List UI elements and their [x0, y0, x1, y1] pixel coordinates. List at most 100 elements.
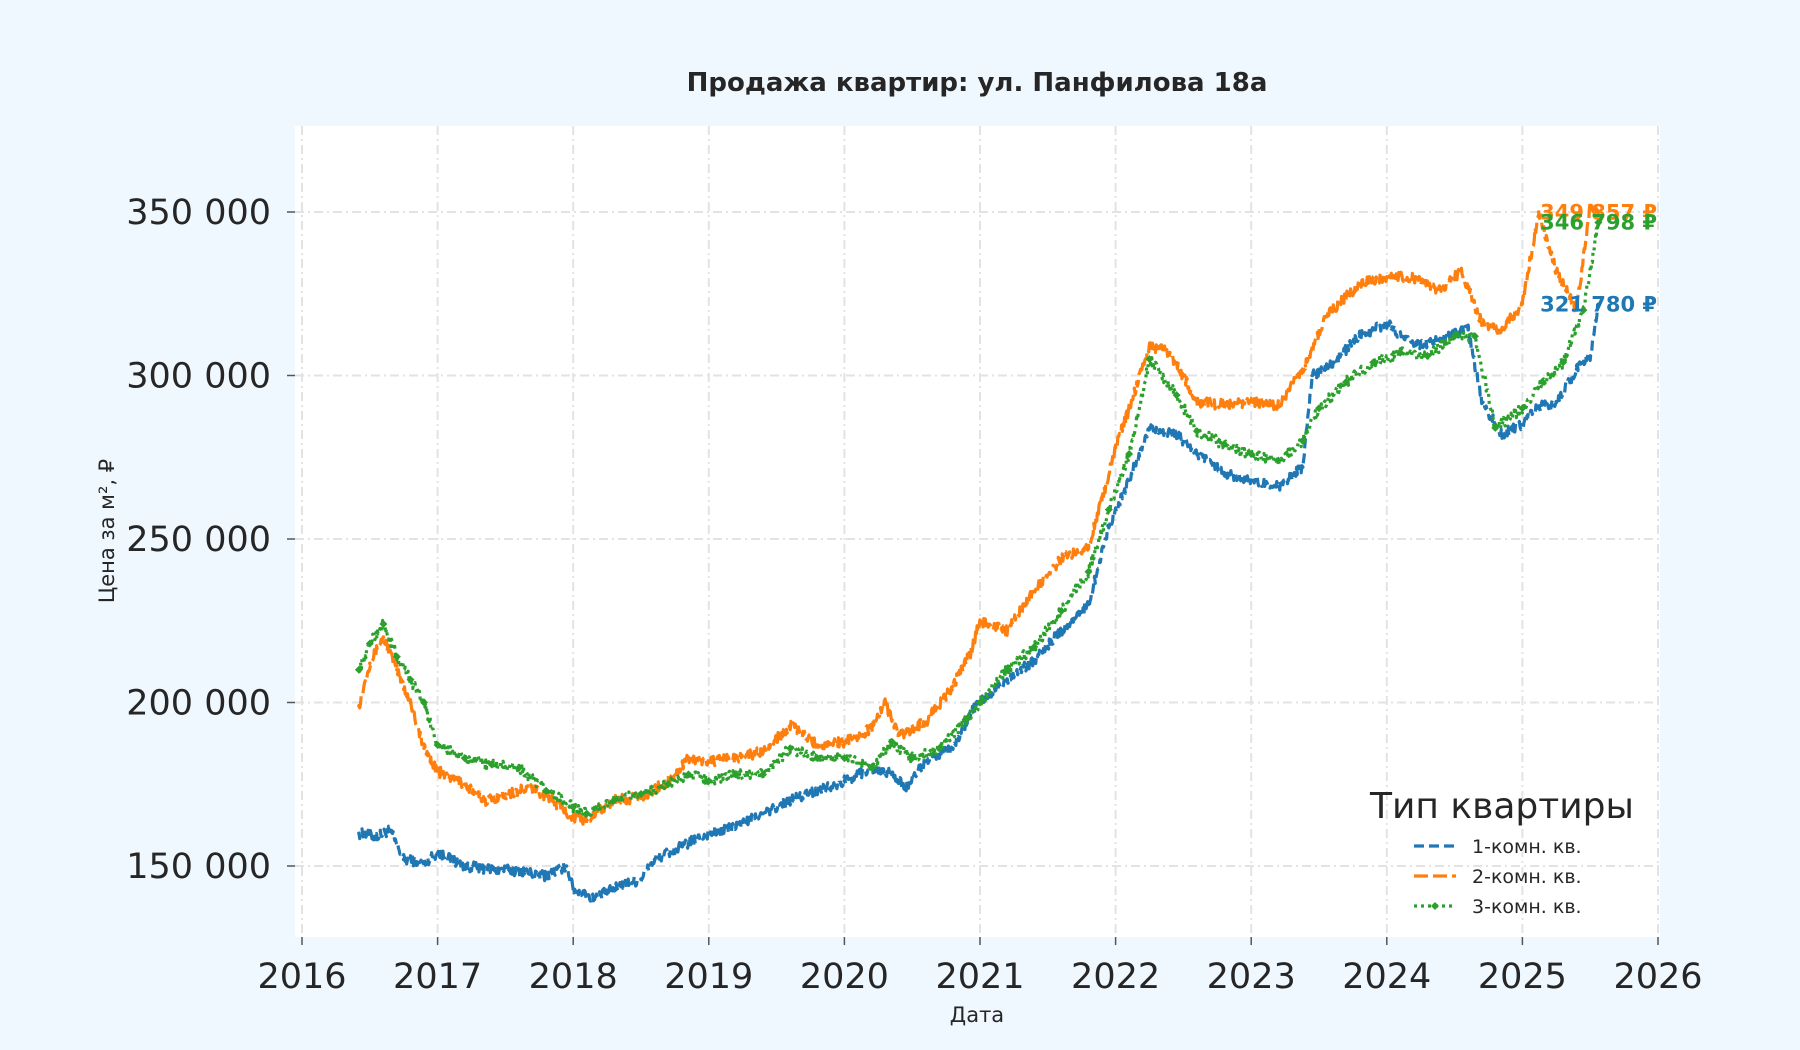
data-point [1412, 275, 1416, 280]
data-point [462, 782, 467, 787]
x-tick-label: 2018 [529, 957, 618, 997]
data-point [1554, 399, 1559, 404]
legend-title: Тип квартиры [1369, 786, 1634, 827]
data-point [951, 746, 955, 751]
data-point [435, 851, 440, 855]
x-tick-label: 2023 [1207, 957, 1296, 997]
x-axis-label: Дата [950, 1003, 1004, 1027]
data-point [365, 639, 374, 648]
data-point [1247, 449, 1256, 458]
data-point [1369, 358, 1378, 367]
plot-area [295, 126, 1660, 937]
data-point [1357, 334, 1362, 339]
y-tick-label: 300 000 [126, 357, 271, 397]
data-point [1520, 422, 1525, 427]
data-point [1500, 432, 1504, 437]
data-point [883, 700, 887, 705]
data-point [639, 877, 643, 881]
data-point [1518, 404, 1527, 413]
data-point [1057, 606, 1066, 615]
data-point [890, 772, 894, 777]
data-point [1466, 327, 1470, 332]
data-point [1396, 348, 1405, 357]
end-value-label: 349 857 ₽ [1540, 200, 1657, 224]
data-point [1222, 471, 1226, 476]
data-point [1298, 436, 1307, 445]
data-point [487, 760, 496, 769]
legend-label: 1-комн. кв. [1472, 836, 1582, 858]
data-point [786, 744, 795, 753]
data-point [1423, 351, 1432, 360]
data-point [408, 700, 413, 705]
data-point [1574, 367, 1579, 371]
legend-label: 2-комн. кв. [1472, 866, 1582, 888]
data-point [707, 759, 711, 764]
data-point [1195, 399, 1199, 404]
series-line [357, 199, 1600, 826]
y-tick-label: 150 000 [126, 847, 271, 887]
data-point [1084, 567, 1093, 576]
data-point [462, 864, 467, 868]
data-point [759, 770, 768, 779]
data-point [379, 620, 388, 629]
data-point [707, 831, 711, 836]
data-point [1323, 314, 1328, 319]
data-point [530, 785, 535, 790]
data-point [1059, 628, 1064, 633]
y-tick-label: 200 000 [126, 684, 271, 724]
data-point [1005, 677, 1009, 682]
data-point [704, 776, 713, 785]
data-point [1470, 332, 1479, 341]
data-point [734, 756, 738, 760]
data-point [1145, 355, 1154, 364]
data-point [788, 723, 792, 728]
data-point [652, 857, 657, 862]
data-point [1030, 642, 1039, 651]
data-point [1315, 404, 1323, 413]
grid [295, 126, 1660, 937]
data-point [1500, 327, 1504, 332]
x-tick-label: 2021 [935, 957, 1024, 997]
data-point [1479, 321, 1484, 325]
data-point [1412, 344, 1416, 348]
data-point [923, 720, 928, 724]
data-point [1147, 344, 1152, 348]
y-tick-label: 250 000 [126, 520, 271, 560]
data-point [1276, 403, 1281, 407]
data-point [357, 703, 361, 708]
data-point [903, 785, 908, 790]
data-point [842, 739, 847, 744]
chart-title: Продажа квартир: ул. Панфилова 18а [687, 68, 1268, 98]
data-point [1579, 306, 1588, 315]
data-point [637, 790, 645, 799]
data-point [1086, 602, 1091, 607]
data-point [1168, 350, 1172, 355]
data-point [435, 769, 440, 773]
data-point [908, 754, 917, 763]
data-point [483, 798, 487, 803]
data-point [1588, 203, 1592, 208]
data-point [517, 869, 521, 873]
data-point [1300, 465, 1305, 469]
end-labels: 321 780 ₽ 349 857 ₽346 798 ₽ [1540, 200, 1657, 316]
data-point [1127, 406, 1131, 411]
x-tick-label: 2026 [1613, 957, 1702, 997]
data-point [569, 803, 578, 812]
data-point [551, 798, 555, 803]
x-tick-label: 2019 [664, 957, 753, 997]
legend-marker [1431, 902, 1439, 910]
data-point [392, 652, 401, 661]
data-point [433, 741, 442, 750]
data-point [490, 867, 494, 872]
data-point [1330, 360, 1335, 365]
data-point [357, 831, 361, 836]
data-point [968, 651, 973, 656]
data-point [935, 744, 944, 753]
data-point [1479, 399, 1484, 404]
data-point [788, 798, 792, 803]
data-point [962, 714, 971, 723]
data-point [1172, 391, 1181, 400]
data-point [1459, 269, 1464, 273]
data-point [923, 759, 928, 764]
